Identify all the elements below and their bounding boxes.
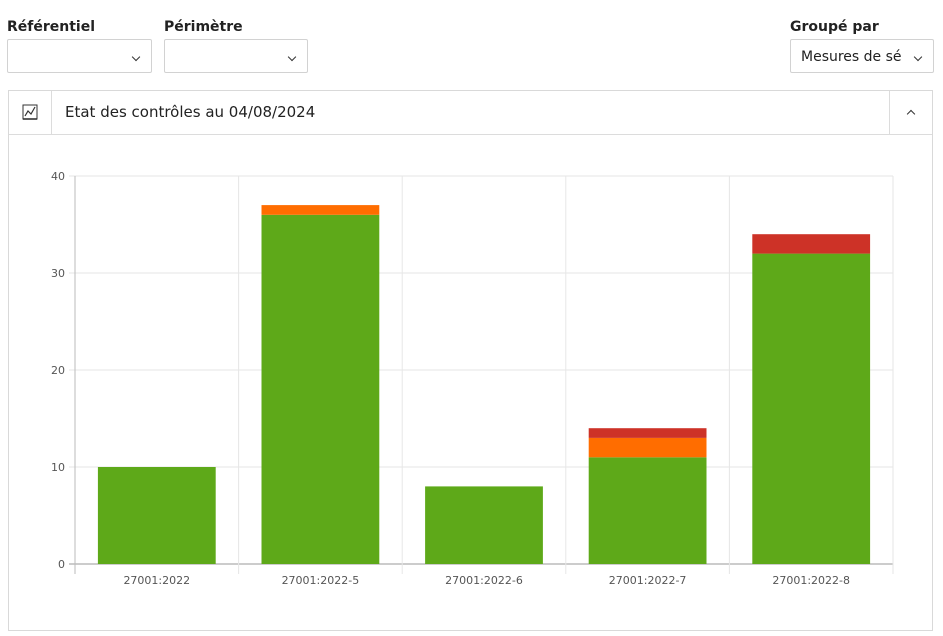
referentiel-select[interactable] bbox=[7, 39, 152, 73]
chevron-down-icon bbox=[913, 52, 923, 62]
panel-title: Etat des contrôles au 04/08/2024 bbox=[65, 103, 316, 121]
panel-header: Etat des contrôles au 04/08/2024 bbox=[9, 91, 932, 135]
chevron-down-icon bbox=[287, 52, 297, 62]
bars bbox=[97, 205, 871, 565]
filter-groupe-par: Groupé par Mesures de sé bbox=[790, 18, 934, 73]
bar-segment bbox=[588, 428, 707, 438]
bar-segment bbox=[261, 205, 380, 215]
chart-panel: Etat des contrôles au 04/08/2024 0 10 20 30… bbox=[8, 90, 933, 631]
y-tick-label: 0 bbox=[58, 558, 65, 571]
filter-label-referentiel: Référentiel bbox=[7, 19, 96, 35]
bar-segment bbox=[752, 234, 871, 254]
filter-perimetre: Périmètre bbox=[164, 18, 308, 73]
x-tick-label: 27001:2022-7 bbox=[609, 574, 687, 587]
collapse-button[interactable] bbox=[889, 91, 932, 134]
bar-segment bbox=[752, 253, 871, 564]
filter-referentiel: Référentiel bbox=[7, 18, 152, 73]
panel-icon-box bbox=[9, 91, 52, 134]
x-tick-label: 27001:2022-8 bbox=[772, 574, 850, 587]
y-tick-label: 10 bbox=[51, 461, 65, 474]
y-tick-label: 30 bbox=[51, 267, 65, 280]
x-tick-label: 27001:2022-5 bbox=[282, 574, 360, 587]
x-tick-label: 27001:2022-6 bbox=[445, 574, 523, 587]
line-chart-icon bbox=[22, 104, 38, 120]
filter-label-perimetre: Périmètre bbox=[164, 19, 243, 35]
perimetre-select[interactable] bbox=[164, 39, 308, 73]
chevron-down-icon bbox=[131, 52, 141, 62]
bar-segment bbox=[588, 457, 707, 564]
y-tick-label: 40 bbox=[51, 170, 65, 183]
axes: 0 10 20 30 40 27001:2022 27001:2022-5 27001:202… bbox=[51, 170, 850, 587]
bar-segment bbox=[425, 486, 543, 564]
groupe-par-select[interactable]: Mesures de sé bbox=[790, 39, 934, 73]
bar-segment bbox=[261, 214, 380, 565]
groupe-par-select-value: Mesures de sé bbox=[801, 49, 902, 65]
x-tick-label: 27001:2022 bbox=[123, 574, 190, 587]
y-tick-label: 20 bbox=[51, 364, 65, 377]
bar-chart: 0 10 20 30 40 27001:2022 27001:2022-5 27001:202… bbox=[51, 170, 894, 587]
bar-segment bbox=[588, 437, 707, 458]
filter-label-groupe-par: Groupé par bbox=[790, 19, 879, 35]
bar-segment bbox=[97, 467, 216, 564]
